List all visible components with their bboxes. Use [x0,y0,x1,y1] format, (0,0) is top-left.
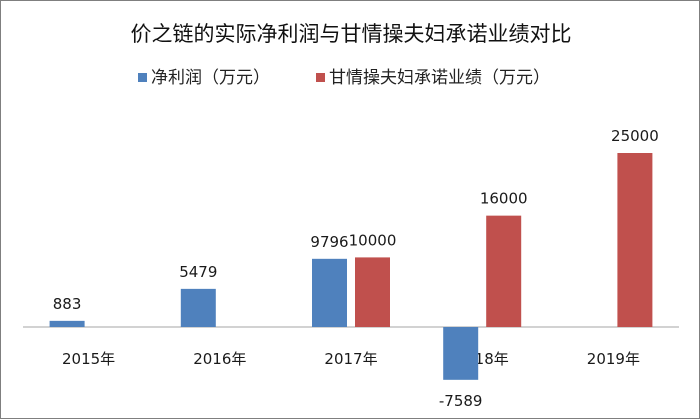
data-label: 10000 [349,231,397,249]
bar-committed-profit [617,153,653,327]
bar-committed-profit [355,257,390,327]
chart-title: 价之链的实际净利润与甘情操夫妇承诺业绩对比 [131,22,572,46]
bar-committed-profit [486,215,522,327]
legend-label-net-profit: 净利润（万元） [151,68,270,88]
legend-swatch-net-profit [138,73,147,82]
data-label: 9796 [310,233,348,251]
x-tick-label: 2019年 [587,350,640,368]
data-label: 883 [53,295,82,313]
legend-swatch-committed-profit [316,73,325,82]
legend-label-committed-profit: 甘情操夫妇承诺业绩（万元） [329,68,550,88]
bar-net-profit [49,320,85,327]
bar-net-profit [443,327,479,380]
data-label: 16000 [480,190,528,208]
legend: 净利润（万元） 甘情操夫妇承诺业绩（万元） [138,68,550,88]
bar-net-profit [312,258,347,327]
data-label: -7589 [439,392,483,410]
x-tick-label: 2015年 [62,350,115,368]
x-tick-label: 2016年 [193,350,246,368]
data-label: 25000 [611,127,659,145]
data-label: 5479 [179,263,217,281]
bar-net-profit [180,288,216,327]
x-tick-label: 2017年 [324,350,377,368]
